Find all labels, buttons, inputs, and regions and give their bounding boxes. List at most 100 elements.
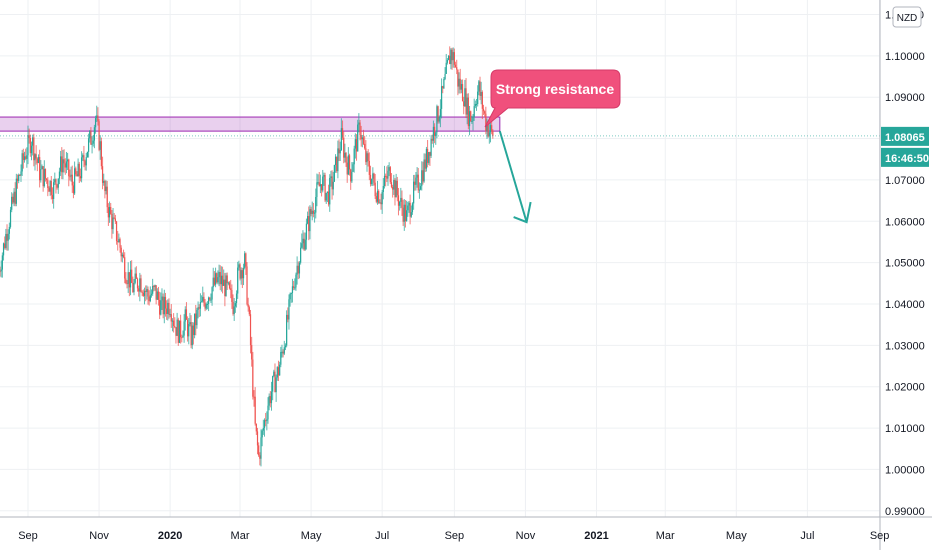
candle-body: [241, 270, 243, 279]
candle-body: [80, 157, 83, 179]
candle-body: [233, 306, 235, 315]
candle-body: [414, 181, 416, 185]
candle-body: [0, 269, 2, 272]
candle-body: [36, 158, 38, 163]
candle-body: [319, 184, 322, 187]
candle-body: [91, 143, 93, 145]
candle-body: [352, 164, 354, 172]
currency-badge-box: [892, 6, 922, 28]
candle-body: [113, 217, 115, 219]
candle-body: [400, 197, 402, 202]
candle-body: [466, 97, 468, 115]
candle-body: [467, 97, 469, 127]
candle-body: [131, 269, 133, 283]
candle-body: [432, 126, 435, 141]
candle-body: [94, 118, 97, 128]
candle-body: [145, 290, 147, 292]
candle-body: [383, 175, 386, 186]
candle-body: [351, 171, 353, 182]
candle-body: [298, 262, 301, 274]
candle-body: [444, 73, 446, 80]
candle-body: [63, 159, 65, 164]
candle-body: [104, 180, 106, 192]
candle-body: [256, 431, 259, 446]
candle-body: [375, 196, 377, 202]
candle-body: [361, 137, 363, 140]
candle-body: [385, 175, 387, 177]
candle-body: [163, 296, 165, 315]
x-tick-label: Jul: [375, 530, 389, 542]
candle-body: [128, 272, 130, 288]
candle-body: [390, 182, 393, 187]
time-scale[interactable]: Sep Nov 2020 Mar May Jul Sep Nov 2021 Mar May Jul Se…: [0, 516, 932, 542]
candle-body: [106, 186, 108, 208]
candle-body: [301, 243, 303, 248]
resistance-zone[interactable]: [0, 116, 501, 132]
candle-body: [381, 191, 383, 205]
candle-body: [226, 275, 228, 284]
candle-body: [449, 55, 451, 65]
candle-body: [206, 303, 209, 305]
countdown-tag: [881, 147, 929, 167]
candle-body: [329, 177, 331, 205]
candle-body: [173, 320, 175, 326]
candle-body: [428, 152, 430, 163]
candle-body: [96, 115, 98, 119]
candle-body: [16, 178, 19, 181]
candle-body: [25, 156, 27, 159]
candle-body: [253, 396, 255, 398]
candle-body: [77, 163, 79, 177]
candle-body: [372, 173, 374, 179]
y-tick-label: 1.05000: [885, 258, 925, 270]
candle-body: [346, 162, 348, 175]
candle-body: [433, 126, 436, 136]
candle-body: [472, 116, 474, 121]
candle-body: [14, 191, 16, 204]
candle-body: [230, 288, 232, 290]
candle-body: [457, 69, 459, 87]
x-tick-label: Mar: [231, 530, 250, 542]
price-scale[interactable]: 1.110001.100001.090001.080001.070001.060…: [879, 0, 929, 550]
candle-body: [336, 156, 338, 172]
candle-body: [43, 168, 45, 187]
candle-body: [251, 345, 253, 360]
candle-body: [160, 300, 162, 315]
candle-body: [415, 177, 417, 185]
candle-body: [89, 131, 91, 139]
candle-body: [224, 279, 226, 297]
candle-body: [33, 137, 35, 161]
strong-resistance-callout[interactable]: Strong resistance: [484, 69, 621, 128]
candle-body: [62, 159, 64, 173]
candle-body: [138, 288, 140, 292]
candle-body: [454, 64, 457, 68]
candle-body: [471, 120, 473, 122]
currency-badge[interactable]: NZD: [892, 6, 922, 28]
y-tick-label: 1.10000: [885, 51, 925, 63]
candle-body: [168, 302, 170, 315]
candle-body: [262, 427, 264, 431]
candle-body: [51, 195, 54, 200]
candle-body: [324, 175, 326, 201]
candle-body: [459, 78, 461, 90]
candle-body: [108, 206, 111, 218]
y-tick-label: 1.00000: [885, 464, 925, 476]
candle-body: [18, 174, 20, 181]
candle-body: [451, 49, 453, 61]
candle-body: [488, 132, 490, 137]
candle-body: [295, 274, 297, 288]
candle-body: [203, 296, 205, 303]
candle-body: [416, 174, 418, 178]
candle-body: [183, 321, 185, 336]
candle-body: [341, 128, 344, 138]
candle-body: [141, 291, 143, 293]
projection-arrow[interactable]: [498, 130, 528, 223]
candle-body: [478, 81, 480, 92]
candle-body: [191, 325, 193, 346]
candle-body: [60, 156, 62, 172]
candle-body: [118, 239, 120, 243]
arrow-head-icon: [513, 201, 532, 224]
candle-body: [366, 153, 368, 163]
candle-body: [209, 297, 211, 300]
candle-body: [460, 84, 462, 90]
